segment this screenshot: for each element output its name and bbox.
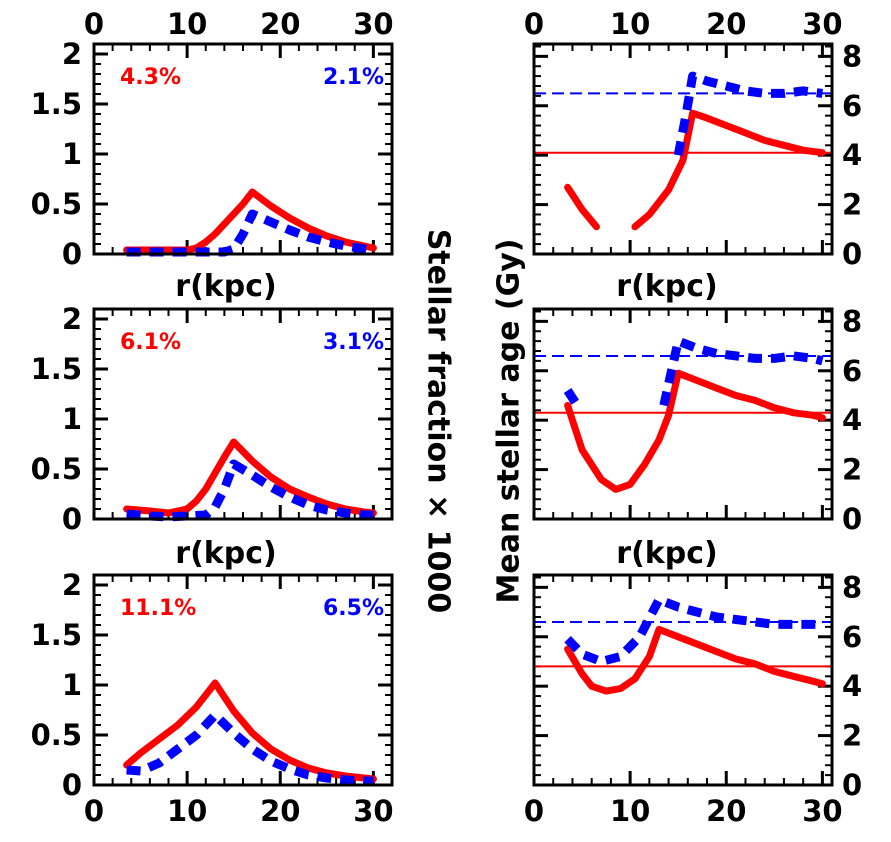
x-tick-label: 20 bbox=[706, 794, 746, 828]
y-tick-label: 2 bbox=[62, 37, 82, 71]
x-tick-label: 30 bbox=[802, 794, 842, 828]
series-line-red bbox=[123, 679, 377, 783]
fraction-annotation-red: 11.1% bbox=[120, 596, 196, 621]
y-tick-label: 8 bbox=[842, 304, 862, 338]
series-line-blue bbox=[126, 209, 374, 257]
panel-frame bbox=[532, 307, 834, 521]
series-line-blue bbox=[563, 388, 582, 408]
y-tick-label: 1.5 bbox=[31, 618, 82, 652]
panel-left-top: 00.511.520 10 20 304.3% 2.1% bbox=[31, 7, 394, 271]
panel-frame bbox=[532, 573, 834, 787]
y-tick-label: 0 bbox=[842, 237, 862, 271]
fraction-annotation-red: 4.3% bbox=[120, 65, 181, 90]
series-line-red bbox=[564, 369, 826, 493]
y-tick-label: 4 bbox=[842, 669, 862, 703]
panel-frame bbox=[92, 307, 394, 521]
x-tick-label: 0 bbox=[84, 794, 104, 828]
y-tick-label: 1.5 bbox=[31, 87, 82, 121]
y-tick-label: 0 bbox=[842, 768, 862, 802]
panels-group: 00.511.520 10 20 304.3% 2.1%00.511.526.1% 3.1… bbox=[31, 7, 863, 828]
panel-right-bottom: 0 2 4 6 8 0 10 20 30 bbox=[524, 570, 862, 828]
left-y-axis-label: Stellar fraction × 1000 bbox=[421, 229, 456, 613]
series-line-red bbox=[564, 625, 826, 695]
x-tick-label: 0 bbox=[84, 7, 104, 41]
panel-right-middle: 0 2 4 6 8 bbox=[532, 304, 862, 536]
fraction-annotation-red: 6.1% bbox=[120, 330, 181, 355]
right-y-axis-label: Mean stellar age (Gy) bbox=[492, 239, 527, 604]
y-tick-label: 1 bbox=[62, 137, 82, 171]
series-line-blue bbox=[564, 595, 823, 666]
fraction-annotation-blue: 3.1% bbox=[323, 330, 384, 355]
x-tick-label: 20 bbox=[706, 7, 746, 41]
x-tick-label: 10 bbox=[610, 7, 650, 41]
y-tick-label: 6 bbox=[842, 354, 862, 388]
panel-left-middle: 0 0.5 1 1.5 2 6.1% 3.1% bbox=[31, 302, 394, 536]
y-tick-label: 1 bbox=[62, 402, 82, 436]
x-tick-label: 30 bbox=[353, 7, 393, 41]
series-line-red bbox=[564, 183, 600, 231]
x-tick-label: 30 bbox=[802, 7, 842, 41]
x-axis-label-left-2: r(kpc) bbox=[175, 536, 276, 571]
series-line-red bbox=[123, 438, 377, 517]
x-tick-label: 0 bbox=[524, 7, 544, 41]
x-tick-label: 30 bbox=[353, 794, 393, 828]
y-tick-label: 1 bbox=[62, 668, 82, 702]
panel-frame bbox=[92, 42, 394, 256]
x-tick-label: 10 bbox=[167, 794, 207, 828]
fraction-annotation-blue: 2.1% bbox=[323, 65, 384, 90]
x-tick-label: 20 bbox=[260, 7, 300, 41]
y-tick-label: 6 bbox=[842, 89, 862, 123]
panel-frame bbox=[532, 42, 834, 256]
x-axis-label-left-1: r(kpc) bbox=[175, 269, 276, 304]
x-axis-label-right-2: r(kpc) bbox=[616, 536, 717, 571]
y-tick-label: 4 bbox=[842, 138, 862, 172]
y-tick-label: 0 bbox=[842, 502, 862, 536]
y-tick-label: 8 bbox=[842, 39, 862, 73]
x-tick-label: 0 bbox=[524, 794, 544, 828]
y-tick-label: 2 bbox=[62, 568, 82, 602]
x-axis-label-right-1: r(kpc) bbox=[616, 269, 717, 304]
panel-frame bbox=[92, 573, 394, 787]
series-line-blue bbox=[673, 71, 823, 157]
y-tick-label: 2 bbox=[62, 302, 82, 336]
series-line-blue bbox=[126, 459, 374, 522]
panel-right-top: 0 2 4 6 8 0 10 20 30 bbox=[524, 7, 862, 271]
y-tick-label: 0 bbox=[62, 237, 82, 271]
series-line-red bbox=[631, 109, 826, 231]
y-tick-label: 2 bbox=[842, 719, 862, 753]
y-tick-label: 2 bbox=[842, 188, 862, 222]
y-tick-label: 0.5 bbox=[31, 718, 82, 752]
y-tick-label: 2 bbox=[842, 453, 862, 487]
x-tick-label: 20 bbox=[260, 794, 300, 828]
y-tick-label: 0.5 bbox=[31, 452, 82, 486]
series-line-blue bbox=[659, 336, 824, 407]
y-tick-label: 8 bbox=[842, 570, 862, 604]
y-tick-label: 0 bbox=[62, 768, 82, 802]
x-tick-label: 10 bbox=[610, 794, 650, 828]
y-tick-label: 0 bbox=[62, 502, 82, 536]
y-tick-label: 0.5 bbox=[31, 187, 82, 221]
y-tick-label: 1.5 bbox=[31, 352, 82, 386]
fraction-annotation-blue: 6.5% bbox=[323, 596, 384, 621]
y-tick-label: 6 bbox=[842, 620, 862, 654]
x-tick-label: 10 bbox=[167, 7, 207, 41]
y-tick-label: 4 bbox=[842, 403, 862, 437]
